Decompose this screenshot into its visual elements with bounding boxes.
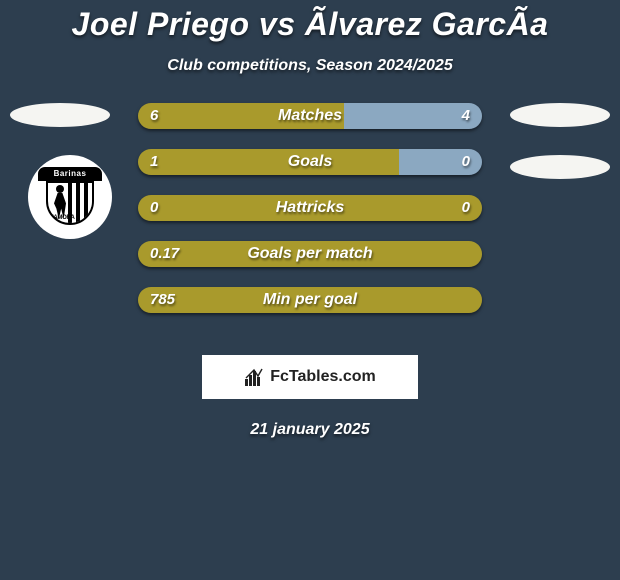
stat-left-fill: [138, 287, 482, 313]
stat-left-fill: [138, 241, 482, 267]
stat-row: 1Goals0: [138, 149, 482, 175]
crest-banner-text: Barinas: [38, 167, 102, 181]
stat-right-fill: [399, 149, 482, 175]
stat-row: 785Min per goal: [138, 287, 482, 313]
brand-attribution-box: FcTables.com: [202, 355, 418, 399]
stat-row: 0Hattricks0: [138, 195, 482, 221]
player-left-silhouette-pill: [10, 103, 110, 127]
comparison-content: Barinas ZAMORA 6Matches4 1Goals0 0Hattrick…: [0, 103, 620, 333]
player-right-silhouette-pill: [510, 103, 610, 127]
stat-right-fill: [344, 103, 482, 129]
stat-left-fill: [138, 149, 399, 175]
club-left-crest: Barinas ZAMORA: [28, 155, 112, 239]
club-right-placeholder-pill: [510, 155, 610, 179]
comparison-infographic: Joel Priego vs Ãlvarez GarcÃ­a Club comp…: [0, 0, 620, 580]
crest-club-name: ZAMORA: [50, 215, 75, 221]
snapshot-date: 21 january 2025: [0, 421, 620, 439]
page-title: Joel Priego vs Ãlvarez GarcÃ­a: [0, 0, 620, 43]
stat-row: 0.17Goals per match: [138, 241, 482, 267]
stat-row: 6Matches4: [138, 103, 482, 129]
brand-name: FcTables.com: [270, 368, 376, 386]
stat-left-fill: [138, 195, 482, 221]
stat-left-fill: [138, 103, 344, 129]
comparison-bars: 6Matches4 1Goals0 0Hattricks0 0.17Goals per…: [138, 103, 482, 333]
crest-graphic: Barinas ZAMORA: [38, 165, 102, 229]
bar-chart-icon: [244, 367, 264, 387]
page-subtitle: Club competitions, Season 2024/2025: [0, 57, 620, 75]
crest-shield: ZAMORA: [46, 181, 94, 225]
